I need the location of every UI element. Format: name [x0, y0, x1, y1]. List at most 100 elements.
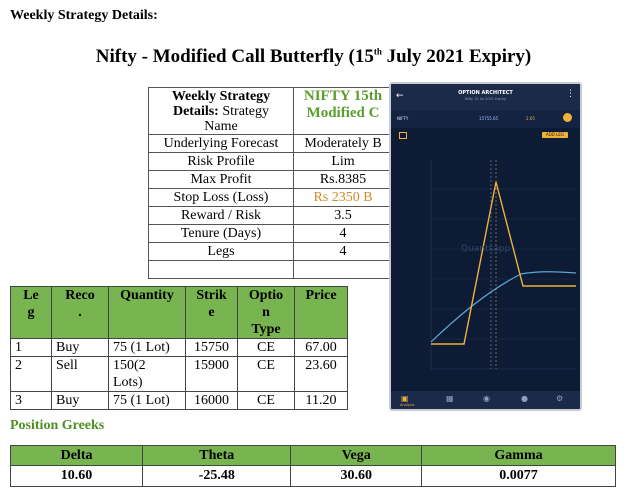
strategy-value: Rs.8385	[293, 170, 393, 189]
strategy-table: Weekly Strategy Details: Strategy Name N…	[148, 87, 393, 279]
calculator-icon[interactable]: ▦	[446, 394, 454, 403]
table-cell: 75 (1 Lot)	[108, 391, 186, 410]
value-part: Modified C	[306, 105, 380, 121]
table-cell: CE	[237, 391, 295, 410]
table-row: Max Profit Rs.8385	[148, 170, 393, 189]
strategy-label: Legs	[148, 242, 294, 261]
table-row: 1 Buy 75 (1 Lot) 15750 CE 67.00	[10, 338, 348, 357]
label-part: Details:	[172, 104, 219, 119]
table-row: Weekly Strategy Details: Strategy Name N…	[148, 87, 393, 135]
table-cell: 16000	[185, 391, 238, 410]
info-icon[interactable]	[563, 113, 572, 122]
column-header: Optio n Type	[237, 286, 295, 339]
table-row: Tenure (Days) 4	[148, 224, 393, 243]
phone-screenshot: ← OPTION ARCHITECT Nifty 15 Jul 2021 Exp…	[389, 82, 582, 411]
change-value: 2.65	[526, 116, 535, 121]
greek-value: 30.60	[290, 465, 423, 487]
settings-icon[interactable]: ⚙	[556, 394, 564, 403]
strategy-value: 4	[293, 224, 393, 243]
table-row: Stop Loss (Loss) Rs 2350 B	[148, 188, 393, 207]
page-title: Nifty - Modified Call Butterfly (15th Ju…	[0, 46, 627, 68]
strategy-label: Reward / Risk	[148, 206, 294, 225]
table-cell: 15900	[185, 356, 238, 392]
app-header: ← OPTION ARCHITECT Nifty 15 Jul 2021 Exp…	[391, 84, 580, 110]
title-sup: th	[373, 46, 382, 57]
greek-header: Theta	[142, 445, 292, 466]
column-header: Quantity	[108, 286, 186, 339]
table-cell: Buy	[51, 391, 109, 410]
title-pre: Nifty - Modified Call Butterfly (15	[95, 46, 374, 67]
greek-header: Delta	[9, 445, 144, 466]
mic-icon[interactable]: ●	[521, 394, 528, 403]
strategy-label: Underlying Forecast	[148, 134, 294, 153]
position-greeks-label: Position Greeks	[10, 418, 105, 433]
table-cell: 1	[10, 338, 52, 357]
table-row	[148, 260, 393, 279]
action-bar: ADD LEG	[391, 130, 580, 140]
table-cell: CE	[237, 356, 295, 392]
empty-cell	[293, 260, 393, 279]
greek-header: Gamma	[421, 445, 616, 466]
section-heading: Weekly Strategy Details:	[10, 8, 158, 23]
nav-label: Analysis	[400, 403, 415, 407]
column-header: Reco .	[51, 286, 109, 339]
chart-bg	[391, 144, 580, 389]
title-post: July 2021 Expiry)	[381, 46, 532, 67]
greeks-table: Delta Theta Vega Gamma 10.60 -25.48 30.60 0.00…	[9, 445, 616, 487]
instrument-info: NIFTY 15755.65 2.65	[391, 110, 580, 128]
strategy-label: Max Profit	[148, 170, 294, 189]
table-cell: 2	[10, 356, 52, 392]
more-menu-icon[interactable]: ⋮	[566, 89, 575, 99]
table-cell: Sell	[51, 356, 109, 392]
app-title: OPTION ARCHITECT	[458, 90, 513, 96]
bottom-nav: ▣ ▦ ◉ ● ⚙ Analysis	[391, 391, 580, 409]
strategy-value: Moderately B	[293, 134, 393, 153]
greek-value: 0.0077	[421, 465, 616, 487]
label-part: Strategy	[222, 104, 270, 119]
strategy-name-value: NIFTY 15th Modified C	[293, 87, 393, 135]
table-cell: 23.60	[294, 356, 348, 392]
strategy-value: 3.5	[293, 206, 393, 225]
legs-table: Le g Reco . Quantity Strik e Optio n Type Pri…	[10, 286, 348, 410]
payoff-chart: Quantsapp	[391, 144, 580, 389]
analysis-icon[interactable]: ▣	[401, 394, 409, 403]
strategy-value: Rs 2350 B	[293, 188, 393, 207]
instrument-name: NIFTY	[397, 116, 409, 121]
label-part: Name	[204, 119, 238, 134]
add-leg-button[interactable]: ADD LEG	[542, 132, 568, 138]
table-header-row: Le g Reco . Quantity Strik e Optio n Type Pri…	[10, 286, 348, 339]
back-arrow-icon[interactable]: ←	[396, 91, 404, 101]
strategy-value: Lim	[293, 152, 393, 171]
table-row: 3 Buy 75 (1 Lot) 16000 CE 11.20	[10, 391, 348, 410]
table-cell: Buy	[51, 338, 109, 357]
strategy-label: Risk Profile	[148, 152, 294, 171]
pnl-curve	[430, 271, 577, 343]
table-row: Reward / Risk 3.5	[148, 206, 393, 225]
table-header-row: Delta Theta Vega Gamma	[9, 445, 616, 466]
greek-header: Vega	[290, 445, 423, 466]
table-row: Legs 4	[148, 242, 393, 261]
table-row: 2 Sell 150(2 Lots) 15900 CE 23.60	[10, 356, 348, 392]
column-header: Le g	[10, 286, 52, 339]
table-cell: CE	[237, 338, 295, 357]
greek-value: -25.48	[142, 465, 292, 487]
table-cell: 67.00	[294, 338, 348, 357]
table-cell: 75 (1 Lot)	[108, 338, 186, 357]
table-cell: 150(2 Lots)	[108, 356, 186, 392]
checkbox-icon[interactable]	[399, 132, 407, 139]
label-part: Weekly Strategy	[171, 89, 271, 104]
table-cell: 3	[10, 391, 52, 410]
strategy-label: Stop Loss (Loss)	[148, 188, 294, 207]
strategy-value: 4	[293, 242, 393, 261]
grid	[431, 188, 576, 340]
bag-icon[interactable]: ◉	[483, 394, 490, 403]
spot-price: 15755.65	[479, 116, 499, 121]
app-subtitle: Nifty 15 Jul 2021 Expiry	[464, 97, 507, 101]
column-header: Price	[294, 286, 348, 339]
table-row: 10.60 -25.48 30.60 0.0077	[9, 465, 616, 487]
value-part: NIFTY 15th	[303, 88, 383, 105]
table-row: Risk Profile Lim	[148, 152, 393, 171]
watermark: Quantsapp	[461, 244, 510, 254]
strategy-label: Tenure (Days)	[148, 224, 294, 243]
table-row: Underlying Forecast Moderately B	[148, 134, 393, 153]
